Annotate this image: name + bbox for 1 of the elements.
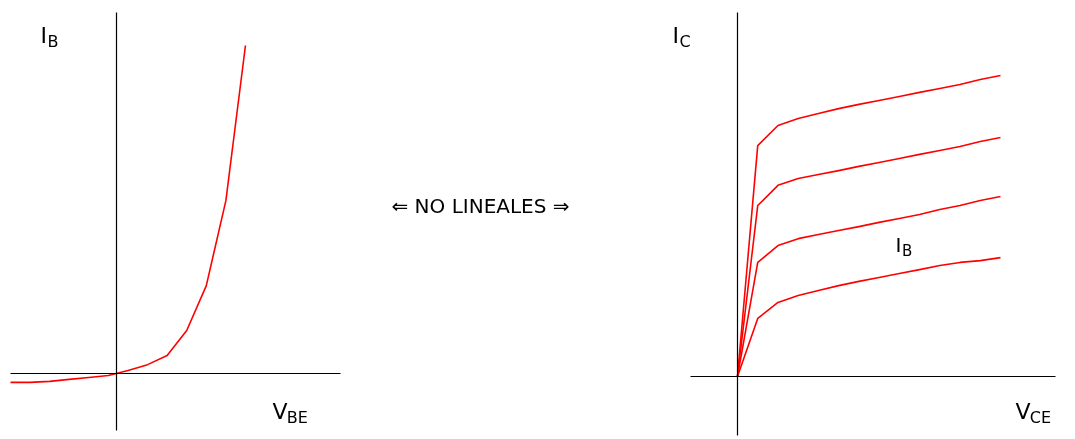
text: ⇐ NO LINEALES ⇒ <box>391 193 570 218</box>
